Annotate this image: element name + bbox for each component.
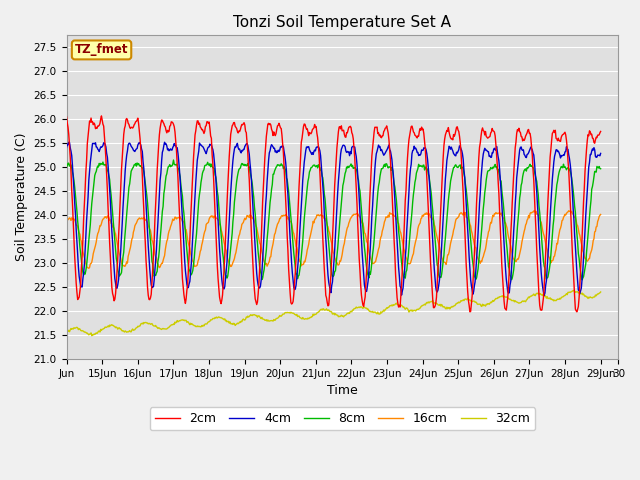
16cm	[211, 214, 218, 219]
8cm	[170, 157, 177, 163]
8cm	[596, 166, 604, 172]
16cm	[531, 208, 538, 214]
4cm	[415, 153, 422, 158]
Y-axis label: Soil Temperature (C): Soil Temperature (C)	[15, 133, 28, 262]
4cm	[161, 139, 168, 145]
Line: 16cm: 16cm	[67, 211, 600, 268]
2cm	[415, 133, 422, 139]
2cm	[399, 253, 407, 259]
32cm	[415, 306, 422, 312]
2cm	[72, 280, 80, 286]
8cm	[415, 161, 422, 167]
16cm	[415, 223, 422, 228]
32cm	[399, 304, 407, 310]
4cm	[211, 158, 218, 164]
4cm	[63, 144, 70, 150]
4cm	[399, 285, 407, 291]
16cm	[128, 236, 136, 242]
16cm	[72, 222, 80, 228]
4cm	[182, 274, 190, 280]
8cm	[399, 271, 407, 277]
Title: Tonzi Soil Temperature Set A: Tonzi Soil Temperature Set A	[234, 15, 451, 30]
2cm	[63, 114, 70, 120]
32cm	[211, 316, 218, 322]
16cm	[399, 241, 407, 247]
8cm	[127, 168, 135, 174]
Line: 2cm: 2cm	[67, 116, 600, 312]
16cm	[85, 265, 93, 271]
2cm	[596, 129, 604, 134]
32cm	[182, 317, 190, 323]
4cm	[540, 292, 548, 298]
2cm	[128, 124, 136, 130]
Legend: 2cm, 4cm, 8cm, 16cm, 32cm: 2cm, 4cm, 8cm, 16cm, 32cm	[150, 407, 536, 430]
X-axis label: Time: Time	[327, 384, 358, 397]
32cm	[596, 289, 604, 295]
2cm	[98, 113, 106, 119]
32cm	[63, 328, 70, 334]
Line: 32cm: 32cm	[67, 290, 600, 336]
32cm	[570, 288, 578, 293]
Line: 8cm: 8cm	[67, 160, 600, 280]
8cm	[72, 200, 80, 206]
8cm	[63, 164, 70, 170]
4cm	[596, 151, 604, 156]
8cm	[578, 277, 586, 283]
2cm	[211, 193, 218, 199]
8cm	[182, 239, 190, 244]
32cm	[88, 333, 95, 338]
Line: 4cm: 4cm	[67, 142, 600, 295]
16cm	[596, 212, 604, 217]
Text: TZ_fmet: TZ_fmet	[75, 43, 128, 57]
8cm	[211, 166, 218, 171]
2cm	[182, 296, 190, 301]
16cm	[182, 227, 190, 232]
4cm	[127, 144, 135, 149]
2cm	[573, 309, 580, 315]
32cm	[128, 327, 136, 333]
16cm	[63, 217, 70, 223]
32cm	[72, 324, 80, 330]
4cm	[72, 227, 80, 232]
